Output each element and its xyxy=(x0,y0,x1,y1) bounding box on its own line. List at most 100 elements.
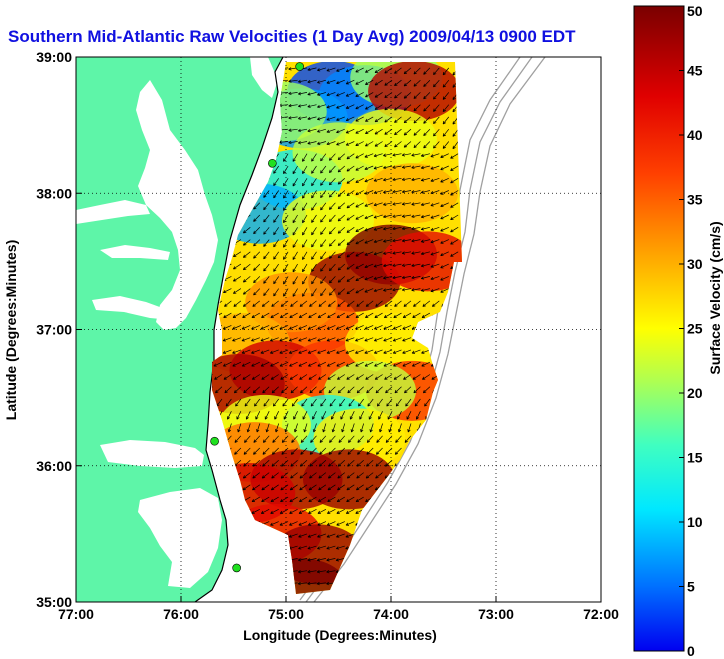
velocity-arrow xyxy=(227,411,232,420)
velocity-arrow xyxy=(263,288,270,297)
colorbar-tick-label: 15 xyxy=(687,450,703,466)
velocity-arrow xyxy=(243,386,251,394)
velocity-arrow xyxy=(355,128,364,134)
velocity-arrow xyxy=(337,386,346,394)
velocity-arrow xyxy=(223,361,232,367)
velocity-arrow xyxy=(308,484,317,491)
velocity-arrow xyxy=(433,104,440,112)
velocity-arrow xyxy=(383,288,393,292)
velocity-arrow xyxy=(345,67,355,73)
velocity-arrow xyxy=(368,411,374,420)
velocity-arrow xyxy=(262,447,270,455)
velocity-arrow xyxy=(317,128,327,133)
velocity-arrow xyxy=(270,508,279,514)
velocity-arrow xyxy=(292,288,298,297)
velocity-arrow xyxy=(242,288,251,295)
velocity-arrow xyxy=(242,484,251,491)
velocity-arrow xyxy=(302,263,308,273)
velocity-arrow xyxy=(366,447,374,455)
velocity-arrow xyxy=(273,178,279,187)
velocity-arrow xyxy=(261,300,270,307)
velocity-arrow xyxy=(292,251,298,260)
velocity-arrow xyxy=(345,533,355,538)
velocity-arrow xyxy=(326,521,336,526)
velocity-arrow xyxy=(213,361,223,367)
velocity-arrow xyxy=(442,141,450,149)
velocity-arrow xyxy=(236,411,242,420)
velocity-arrow xyxy=(336,361,345,367)
velocity-arrow xyxy=(310,435,317,443)
velocity-arrow xyxy=(273,288,279,297)
velocity-arrow xyxy=(403,141,412,148)
velocity-arrow xyxy=(430,276,440,281)
velocity-arrow xyxy=(307,570,317,574)
velocity-arrow xyxy=(401,177,412,182)
velocity-arrow xyxy=(328,276,336,284)
velocity-arrow xyxy=(440,165,449,171)
velocity-arrow xyxy=(383,202,393,206)
velocity-arrow xyxy=(302,202,308,211)
velocity-arrow xyxy=(340,411,346,420)
velocity-arrow xyxy=(261,484,270,491)
colorbar-tick-label: 50 xyxy=(687,3,703,19)
velocity-arrow xyxy=(263,239,270,247)
velocity-arrow xyxy=(392,251,402,255)
velocity-arrow xyxy=(430,177,440,182)
velocity-arrow xyxy=(364,226,374,232)
velocity-arrow xyxy=(337,153,346,161)
velocity-arrow xyxy=(403,128,412,136)
velocity-arrow xyxy=(420,153,430,157)
map-plot-area xyxy=(76,57,601,602)
velocity-arrow xyxy=(327,472,336,479)
velocity-arrow xyxy=(411,263,421,268)
velocity-arrow xyxy=(392,153,402,157)
velocity-arrow xyxy=(450,239,459,245)
velocity-arrow xyxy=(271,472,279,479)
velocity-arrow xyxy=(383,153,393,157)
velocity-arrow xyxy=(375,300,383,307)
velocity-arrow xyxy=(297,128,308,133)
velocity-arrow xyxy=(312,411,317,420)
velocity-arrow xyxy=(345,128,355,134)
velocity-arrow xyxy=(336,116,345,121)
velocity-arrow xyxy=(420,177,430,182)
velocity-arrow xyxy=(407,423,412,433)
velocity-arrow xyxy=(394,92,402,99)
velocity-arrow xyxy=(373,239,383,244)
velocity-arrow xyxy=(263,227,270,235)
velocity-arrow xyxy=(420,288,430,292)
velocity-arrow xyxy=(423,67,431,75)
velocity-arrow xyxy=(355,79,364,85)
velocity-arrow xyxy=(243,460,251,467)
velocity-arrow xyxy=(303,423,308,433)
velocity-arrow xyxy=(401,165,412,169)
velocity-arrow xyxy=(379,423,383,433)
velocity-arrow xyxy=(336,104,345,109)
velocity-arrow xyxy=(288,104,298,108)
velocity-arrow xyxy=(430,153,440,158)
velocity-arrow xyxy=(288,140,298,145)
velocity-arrow xyxy=(298,337,308,342)
velocity-arrow xyxy=(273,227,279,236)
velocity-arrow xyxy=(270,496,279,503)
velocity-arrow xyxy=(440,226,449,232)
velocity-arrow xyxy=(373,214,383,219)
velocity-arrow xyxy=(442,79,450,88)
velocity-arrow xyxy=(316,570,326,574)
velocity-arrow xyxy=(413,128,421,136)
velocity-arrow xyxy=(234,435,242,443)
map-title: Southern Mid-Atlantic Raw Velocities (1 … xyxy=(8,27,576,46)
velocity-arrow xyxy=(292,276,298,285)
velocity-arrow xyxy=(366,435,374,443)
velocity-arrow xyxy=(422,300,431,307)
velocity-arrow xyxy=(420,263,430,268)
velocity-arrow xyxy=(329,398,336,407)
velocity-arrow xyxy=(403,104,412,111)
velocity-arrow xyxy=(364,153,374,158)
velocity-arrow xyxy=(366,386,374,394)
velocity-arrow xyxy=(440,276,449,281)
velocity-arrow xyxy=(347,447,355,455)
velocity-arrow xyxy=(307,141,317,145)
velocity-arrow xyxy=(243,447,251,455)
velocity-arrow xyxy=(309,472,317,479)
